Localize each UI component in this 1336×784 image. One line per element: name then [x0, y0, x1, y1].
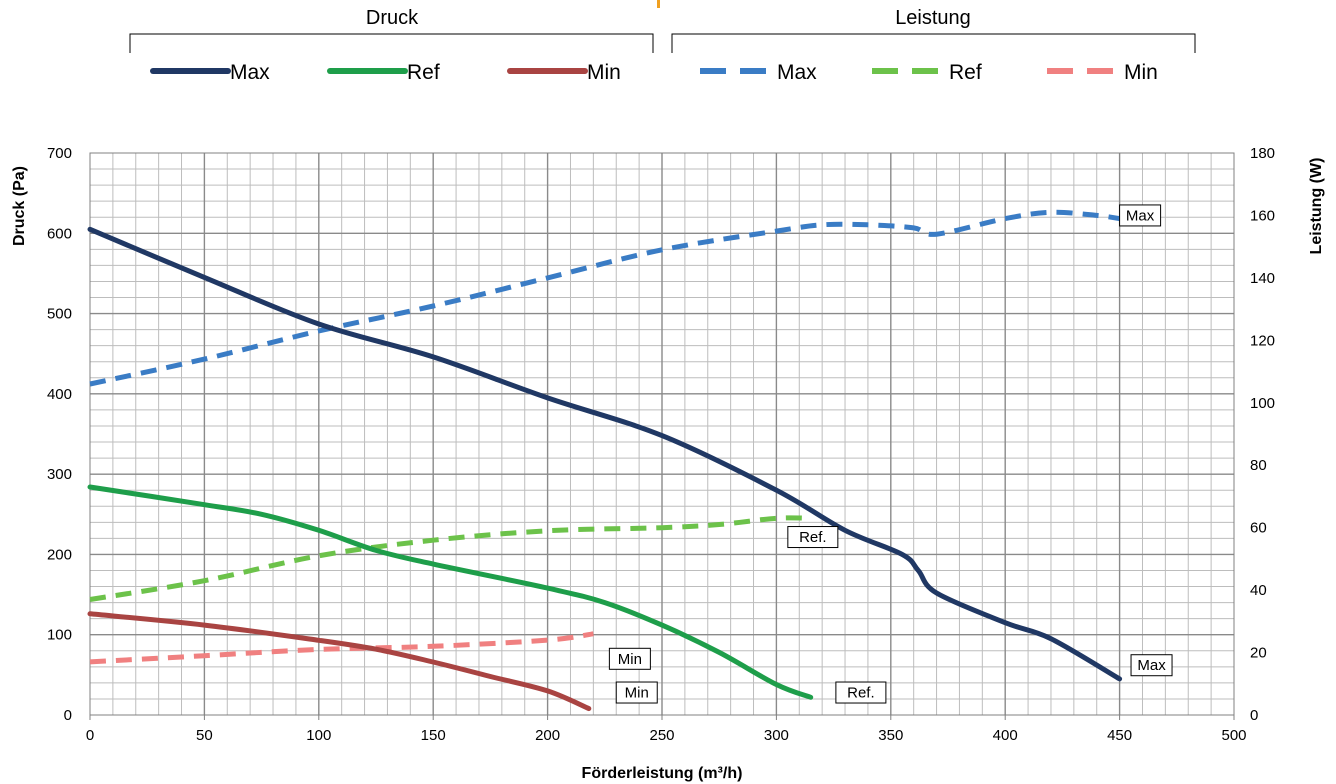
- callouts: Max Ref. Min Max Ref. Min: [608, 204, 1173, 704]
- legend: Max Ref Min Max Ref Min: [150, 61, 1158, 84]
- callout-label: Ref.: [847, 685, 875, 702]
- y2-axis-label: Leistung (W): [1308, 158, 1325, 255]
- legend-label-druck-min: Min: [587, 61, 621, 84]
- legend-label-leistung-min: Min: [1124, 61, 1158, 84]
- x-tick-label: 100: [306, 727, 331, 744]
- y-tick-label: 600: [47, 225, 72, 242]
- series-leistung-ref: [89, 515, 811, 602]
- x-tick-label: 300: [764, 727, 789, 744]
- callout-box: [615, 681, 658, 704]
- y-tick-label: 100: [47, 627, 72, 644]
- callout-box: [1119, 204, 1162, 227]
- x-axis-label: Förderleistung (m³/h): [582, 765, 743, 782]
- legend-bracket-druck: [129, 33, 654, 53]
- y-tick-label: 300: [47, 466, 72, 483]
- legend-bracket-leistung: [671, 33, 1196, 53]
- y2-tick-label: 100: [1250, 395, 1275, 412]
- x-tick-label: 250: [649, 727, 674, 744]
- x-tick-label: 350: [878, 727, 903, 744]
- legend-label-leistung-ref: Ref: [949, 61, 982, 84]
- series-druck-max: [87, 226, 1123, 682]
- y2-tick-label: 140: [1250, 270, 1275, 287]
- legend-label-druck-max: Max: [230, 61, 270, 84]
- x-tick-label: 500: [1221, 727, 1246, 744]
- series-layer: [87, 209, 1123, 712]
- callout-label: Min: [618, 651, 642, 668]
- x-ticks: 0 50 100 150 200 250 300 350 400 450 500: [86, 715, 1247, 744]
- y-tick-label: 700: [47, 145, 72, 162]
- x-tick-label: 400: [993, 727, 1018, 744]
- callout-label: Max: [1126, 207, 1155, 224]
- x-tick-label: 150: [421, 727, 446, 744]
- y2-tick-label: 60: [1250, 520, 1267, 537]
- y2-tick-label: 80: [1250, 457, 1267, 474]
- y-tick-label: 400: [47, 386, 72, 403]
- callout-box: [608, 647, 651, 670]
- y2-ticks: 0 20 40 60 80 100 120 140 160 180: [1250, 145, 1275, 724]
- y-ticks: 0 100 200 300 400 500 600 700: [47, 145, 72, 724]
- y2-tick-label: 160: [1250, 207, 1275, 224]
- series-druck-ref: [87, 484, 814, 700]
- y-tick-label: 0: [64, 707, 72, 724]
- y-tick-label: 200: [47, 546, 72, 563]
- y2-tick-label: 20: [1250, 645, 1267, 662]
- callout-label: Min: [625, 685, 649, 702]
- y2-tick-label: 0: [1250, 707, 1258, 724]
- legend-label-druck-ref: Ref: [407, 61, 440, 84]
- callout-box: [1130, 654, 1173, 677]
- x-tick-label: 200: [535, 727, 560, 744]
- x-tick-label: 0: [86, 727, 94, 744]
- series-druck-min: [87, 611, 592, 712]
- accent-mark: [657, 0, 660, 8]
- y2-tick-label: 180: [1250, 145, 1275, 162]
- legend-label-leistung-max: Max: [777, 61, 817, 84]
- callout-box: [787, 526, 839, 549]
- x-tick-label: 450: [1107, 727, 1132, 744]
- legend-group-title-leistung: Leistung: [895, 7, 971, 29]
- legend-group-title-druck: Druck: [366, 7, 419, 29]
- callout-label: Ref.: [799, 529, 827, 546]
- y-tick-label: 500: [47, 306, 72, 323]
- x-tick-label: 50: [196, 727, 213, 744]
- series-leistung-max: [89, 209, 1120, 387]
- y-axis-label: Druck (Pa): [11, 166, 28, 246]
- y2-tick-label: 120: [1250, 332, 1275, 349]
- y2-tick-label: 40: [1250, 582, 1267, 599]
- callout-label: Max: [1137, 657, 1166, 674]
- callout-box: [835, 681, 887, 704]
